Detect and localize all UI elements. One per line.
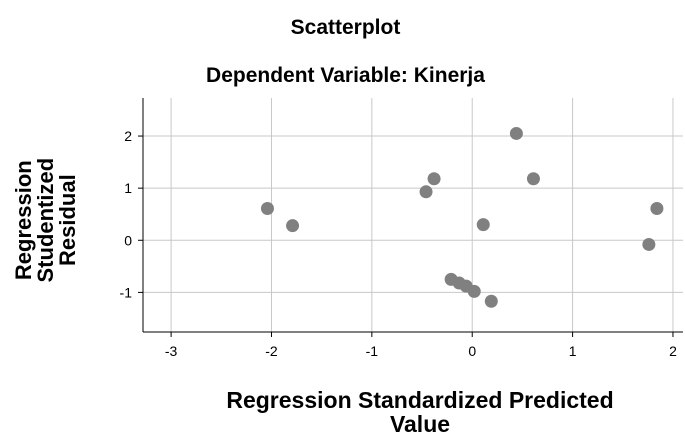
data-point (260, 201, 274, 215)
grid-lines (143, 98, 683, 332)
x-tick-label: 2 (669, 343, 677, 359)
axes (138, 98, 683, 337)
y-tick-label: 2 (124, 128, 132, 144)
data-point (642, 237, 656, 251)
y-tick-label: 1 (124, 180, 132, 196)
data-point (526, 172, 540, 186)
data-point (509, 126, 523, 140)
data-point (650, 201, 664, 215)
y-tick-label: -1 (120, 284, 133, 300)
data-point (286, 219, 300, 233)
data-point (476, 218, 490, 232)
tick-labels: -3 -2 -1 0 1 2 -1 0 1 2 (120, 128, 678, 359)
chart-subtitle: Dependent Variable: Kinerja (206, 64, 485, 87)
x-tick-label: -3 (165, 343, 178, 359)
x-tick-label: 1 (569, 343, 577, 359)
data-point (467, 284, 481, 298)
data-points (260, 126, 664, 308)
x-tick-label: 0 (468, 343, 476, 359)
data-point (419, 185, 433, 199)
x-axis-label-line1: Regression Standardized Predicted (226, 387, 614, 413)
x-tick-label: -1 (366, 343, 379, 359)
data-point (484, 294, 498, 308)
x-tick-label: -2 (265, 343, 278, 359)
data-point (427, 172, 441, 186)
y-tick-label: 0 (124, 232, 132, 248)
x-axis-label: Regression Standardized Predicted Value (130, 388, 685, 436)
x-axis-label-line2: Value (389, 411, 451, 437)
chart-title: Scatterplot (290, 16, 401, 39)
